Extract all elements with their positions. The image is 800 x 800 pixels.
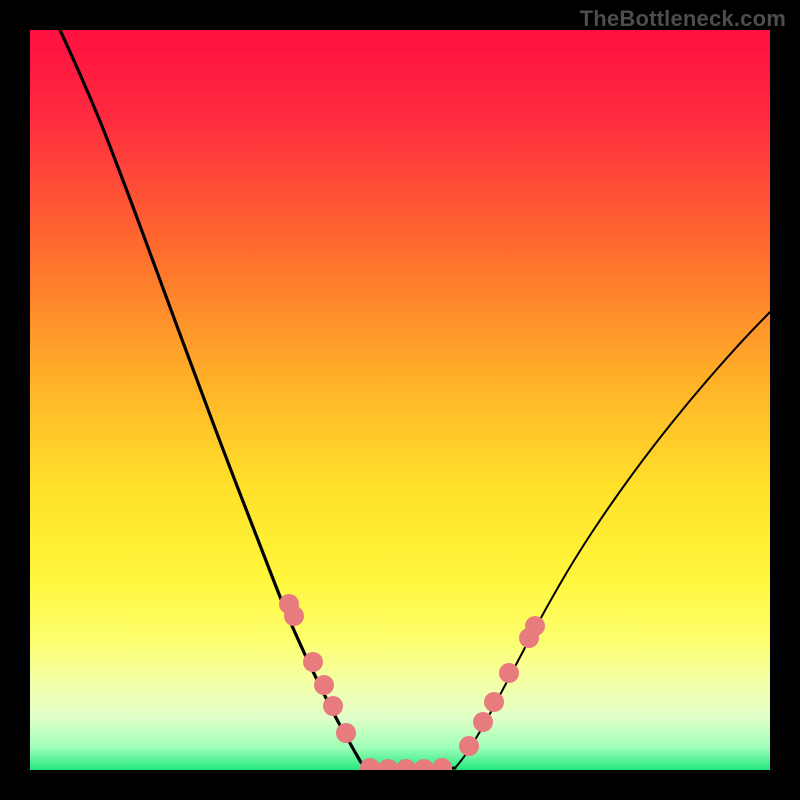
chart-container: TheBottleneck.com [0,0,800,800]
gradient-background [30,30,770,770]
data-marker [314,675,334,695]
data-marker [336,723,356,743]
data-marker [303,652,323,672]
plot-area [30,30,770,770]
data-marker [499,663,519,683]
data-marker [473,712,493,732]
data-marker [484,692,504,712]
watermark-text: TheBottleneck.com [580,6,786,32]
data-marker [459,736,479,756]
bottleneck-chart-svg [30,30,770,770]
data-marker [323,696,343,716]
data-marker [525,616,545,636]
data-marker [284,606,304,626]
